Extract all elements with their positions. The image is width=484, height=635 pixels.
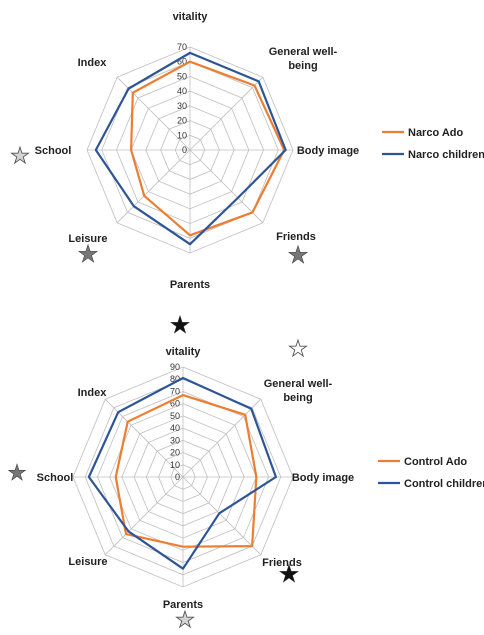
star-marker-icon: ★ <box>7 461 27 486</box>
axis-category-label: Friends <box>276 231 316 243</box>
tick-label: 50 <box>177 71 187 81</box>
tick-label: 30 <box>177 101 187 111</box>
grid-spoke <box>189 76 264 151</box>
tick-label: 10 <box>177 130 187 140</box>
series-line <box>114 394 258 548</box>
legend-entry: Narco children <box>408 149 484 161</box>
axis-category-label: vitality <box>166 346 202 358</box>
tick-label: 60 <box>177 57 187 67</box>
axis-category-label: School <box>35 145 72 157</box>
tick-label: 20 <box>170 448 180 458</box>
series-line <box>87 376 277 570</box>
radar-chart-1: 0 10 20 30 40 50 60 70 vitality General well-bein… <box>10 11 484 291</box>
star-marker-icon: ★ <box>287 241 309 269</box>
axis-category-label: Index <box>78 387 108 399</box>
star-marker-icon: ★ <box>175 608 195 633</box>
axis-category-label: School <box>37 472 74 484</box>
tick-label: 40 <box>177 86 187 96</box>
star-marker-icon: ★ <box>169 311 191 339</box>
axis-category-label: Friends <box>262 557 302 569</box>
tick-label: 30 <box>170 435 180 445</box>
axis-category-label: Parents <box>170 279 210 291</box>
tick-label: 20 <box>177 116 187 126</box>
axis-category-label: General well-being <box>264 378 333 404</box>
grid-spoke <box>182 476 262 556</box>
series-line <box>130 60 286 237</box>
tick-label: 90 <box>170 362 180 372</box>
legend-entry: Control children <box>404 478 484 490</box>
tick-label: 40 <box>170 423 180 433</box>
tick-label: 70 <box>170 386 180 396</box>
axis-category-label: Index <box>78 57 108 69</box>
tick-label: 0 <box>175 472 180 482</box>
grid-spoke <box>116 149 191 224</box>
axis-category-label: Leisure <box>68 556 107 568</box>
legend-entry: Narco Ado <box>408 127 463 139</box>
tick-label: 80 <box>170 374 180 384</box>
axis-category-label: General well-being <box>269 46 338 72</box>
axis-category-label: Body image <box>297 145 359 157</box>
star-marker-icon: ★ <box>288 337 308 362</box>
tick-label: 0 <box>182 145 187 155</box>
tick-label: 70 <box>177 42 187 52</box>
axis-category-label: Leisure <box>68 233 107 245</box>
tick-label: 10 <box>170 460 180 470</box>
axis-category-label: Body image <box>292 472 354 484</box>
tick-label: 50 <box>170 411 180 421</box>
star-marker-icon: ★ <box>278 560 300 588</box>
tick-label: 60 <box>170 399 180 409</box>
axis-category-label: vitality <box>173 11 209 23</box>
star-marker-icon: ★ <box>77 240 99 268</box>
radar-chart-2: 0 10 20 30 40 50 60 70 80 90 vitality General well-… <box>7 311 484 634</box>
grid-spoke <box>189 149 264 224</box>
grid-spoke <box>104 476 184 556</box>
star-marker-icon: ★ <box>10 144 30 169</box>
grid-spoke <box>182 398 262 478</box>
series-line <box>94 51 287 246</box>
legend-entry: Control Ado <box>404 456 467 468</box>
axis-category-label: Parents <box>163 599 203 611</box>
